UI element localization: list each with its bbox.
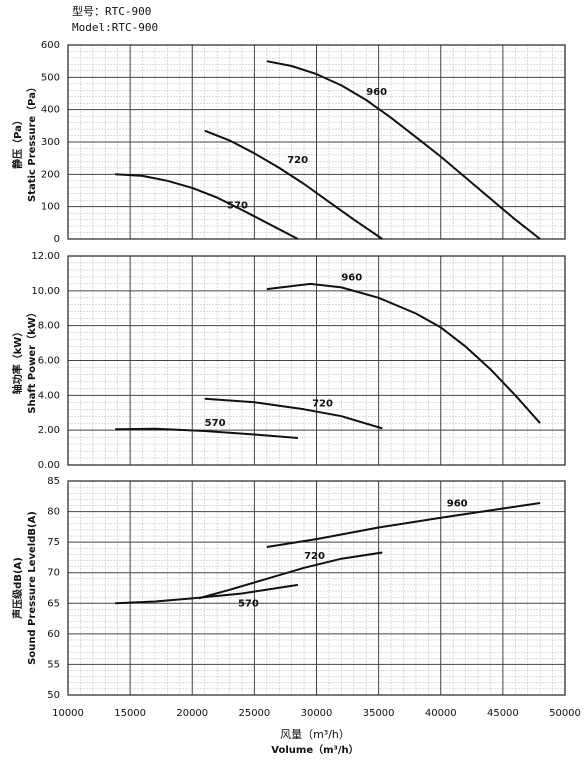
- x-tick-label: 15000: [114, 708, 146, 719]
- series-label: 960: [366, 87, 387, 98]
- y-tick-label: 75: [47, 537, 60, 548]
- series-label: 570: [227, 201, 248, 212]
- x-tick-label: 40000: [425, 708, 457, 719]
- series-line: [115, 173, 299, 240]
- x-axis-label: Volume（m³/h）: [271, 743, 358, 756]
- y-axis-label: Static Pressure（Pa）: [25, 82, 38, 202]
- x-tick-label: 10000: [52, 708, 84, 719]
- y-tick-label: 10.00: [31, 286, 60, 297]
- y-tick-label: 500: [41, 72, 60, 83]
- series-label: 720: [312, 398, 333, 409]
- y-tick-label: 8.00: [38, 321, 60, 332]
- y-tick-label: 2.00: [38, 425, 60, 436]
- y-tick-label: 6.00: [38, 356, 60, 367]
- x-axis-label: 风量（m³/h）: [280, 728, 350, 741]
- x-tick-label: 35000: [363, 708, 395, 719]
- series-label: 960: [341, 272, 362, 283]
- y-tick-label: 50: [47, 690, 60, 701]
- series-line: [115, 427, 298, 439]
- y-tick-label: 100: [41, 202, 60, 213]
- series-line: [115, 583, 299, 605]
- y-tick-label: 400: [41, 105, 60, 116]
- x-tick-label: 25000: [238, 708, 270, 719]
- series-label: 960: [447, 499, 468, 510]
- x-tick-label: 45000: [487, 708, 519, 719]
- plot-frame: [67, 480, 566, 696]
- series-line: [266, 502, 541, 548]
- chart-subtitle: Model:RTC-900: [72, 21, 158, 34]
- series-line: [198, 551, 383, 600]
- y-tick-label: 12.00: [31, 251, 60, 262]
- y-tick-label: 55: [47, 659, 60, 670]
- y-axis-label: Sound Pressure LeveldB(A): [27, 511, 38, 665]
- y-tick-label: 600: [41, 40, 60, 51]
- y-tick-label: 0.00: [38, 460, 60, 471]
- series-line: [204, 397, 383, 430]
- series-line: [204, 129, 383, 240]
- x-tick-label: 30000: [301, 708, 333, 719]
- series-label: 720: [304, 551, 325, 562]
- chart-title: 型号：RTC-900: [72, 4, 151, 18]
- x-tick-label: 20000: [176, 708, 208, 719]
- y-tick-label: 65: [47, 598, 60, 609]
- y-axis-label: Shaft Power（kW）: [25, 307, 38, 414]
- y-tick-label: 300: [41, 137, 60, 148]
- series-line: [266, 60, 541, 240]
- y-axis-label: 声压级dB(A): [11, 557, 24, 620]
- y-tick-label: 60: [47, 629, 60, 640]
- series-label: 570: [238, 599, 259, 610]
- y-tick-label: 85: [47, 476, 60, 487]
- y-tick-label: 70: [47, 568, 60, 579]
- plot-frame: [67, 255, 566, 466]
- y-axis-label: 轴功率（kW）: [11, 327, 24, 395]
- plot-frame: [67, 44, 566, 240]
- y-tick-label: 80: [47, 507, 60, 518]
- x-tick-label: 50000: [549, 708, 581, 719]
- series-line: [266, 282, 541, 424]
- y-tick-label: 200: [41, 169, 60, 180]
- y-tick-label: 0: [54, 234, 60, 245]
- series-label: 720: [287, 155, 308, 166]
- y-tick-label: 4.00: [38, 390, 60, 401]
- y-axis-label: 静压（Pa）: [11, 115, 24, 169]
- series-label: 570: [205, 418, 226, 429]
